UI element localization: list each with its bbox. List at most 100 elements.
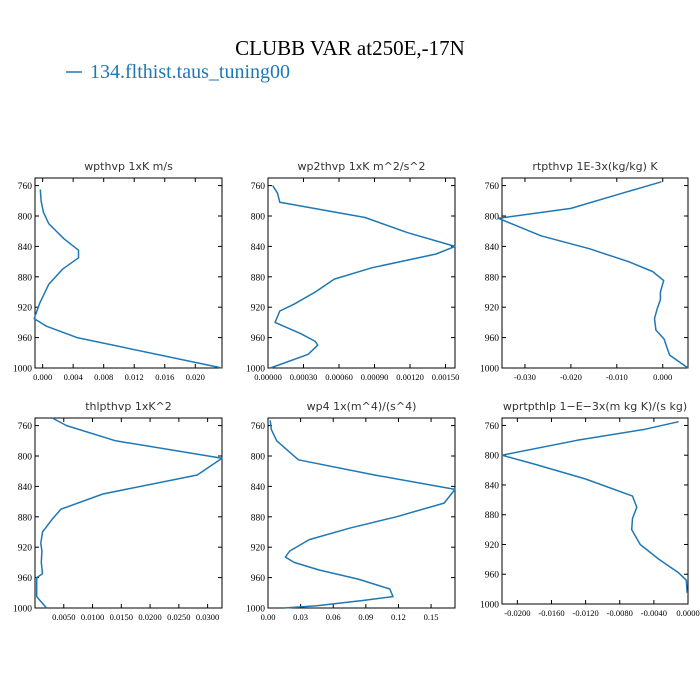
series-line: [33, 189, 223, 369]
y-tick-label: 840: [251, 483, 266, 493]
panel-4: thlpthvp 1xK^2 760 800 840 880 920 960 1000 0.00…: [13, 400, 223, 622]
x-tick-label: 0.00000: [254, 372, 282, 382]
x-tick-label: 0.00060: [325, 372, 353, 382]
y-tick-label: 1000: [13, 605, 32, 615]
y-tick-label: 760: [251, 422, 266, 432]
y-tick-label: 760: [18, 182, 33, 192]
panel-title: wpthvp 1xK m/s: [84, 160, 173, 173]
y-tick-label: 760: [251, 182, 266, 192]
x-tick-label: 0.0100: [81, 612, 104, 622]
y-tick-label: 800: [485, 213, 500, 223]
panel-2: wp2thvp 1xK m^2/s^2 760 800 840 880 920 960 100…: [246, 160, 459, 382]
figure-title: CLUBB VAR at250E,-17N: [235, 36, 465, 60]
y-tick-label: 800: [251, 453, 266, 463]
y-tick-label: 760: [485, 182, 500, 192]
x-tick-label: -0.0040: [641, 608, 667, 618]
x-tick-label: 0.016: [155, 372, 174, 382]
x-tick-label: -0.020: [560, 372, 582, 382]
y-tick-label: 800: [485, 452, 500, 462]
y-tick-label: 960: [485, 571, 500, 581]
x-tick-label: 0.020: [186, 372, 205, 382]
y-tick-label: 880: [251, 273, 266, 283]
x-tick-label: 0.00030: [290, 372, 318, 382]
x-tick-label: 0.0300: [196, 612, 219, 622]
x-tick-label: -0.0120: [573, 608, 599, 618]
y-tick-label: 800: [18, 453, 33, 463]
plot-frame: [34, 177, 223, 369]
x-tick-label: 0.000: [653, 372, 672, 382]
x-tick-label: 0.06: [326, 612, 341, 622]
plot-frame: [501, 177, 689, 369]
panel-5: wp4 1x(m^4)/(s^4)76080084088092096010000…: [246, 400, 456, 622]
panel-title: wp4 1x(m^4)/(s^4): [307, 400, 417, 413]
x-tick-label: 0.0000: [676, 608, 699, 618]
series-line: [501, 420, 688, 593]
x-tick-label: 0.00150: [432, 372, 460, 382]
x-tick-label: 0.0150: [110, 612, 133, 622]
y-tick-label: 840: [18, 243, 33, 253]
x-tick-label: 0.0250: [167, 612, 190, 622]
y-tick-label: 880: [485, 511, 500, 521]
panel-title: rtpthvp 1E-3x(kg/kg) K: [532, 160, 658, 173]
x-tick-label: -0.010: [606, 372, 628, 382]
y-tick-label: 960: [485, 334, 500, 344]
y-tick-label: 920: [485, 541, 500, 551]
x-tick-label: 0.03: [293, 612, 308, 622]
y-tick-label: 920: [485, 304, 500, 314]
x-tick-label: 0.0200: [138, 612, 161, 622]
y-tick-label: 920: [18, 304, 33, 314]
y-tick-label: 960: [18, 334, 33, 344]
x-tick-label: 0.00: [261, 612, 276, 622]
y-tick-label: 1000: [480, 365, 499, 375]
plot-frame: [267, 177, 456, 369]
y-tick-label: 800: [18, 213, 33, 223]
y-tick-label: 840: [485, 243, 500, 253]
y-tick-label: 840: [251, 243, 266, 253]
series-line: [270, 185, 456, 369]
x-tick-label: 0.0050: [52, 612, 75, 622]
y-tick-label: 960: [251, 334, 266, 344]
series-line: [497, 181, 689, 369]
x-tick-label: 0.00090: [361, 372, 389, 382]
y-tick-label: 840: [18, 483, 33, 493]
plot-frame: [34, 417, 223, 609]
x-tick-label: -0.0160: [538, 608, 564, 618]
y-tick-label: 1000: [13, 365, 32, 375]
x-tick-label: -0.0200: [504, 608, 530, 618]
x-tick-label: 0.008: [94, 372, 113, 382]
y-tick-label: 960: [18, 574, 33, 584]
y-tick-label: 960: [251, 574, 266, 584]
y-tick-label: 920: [251, 544, 266, 554]
y-tick-label: 1000: [246, 365, 265, 375]
x-tick-label: 0.00120: [396, 372, 424, 382]
panel-6: wprtpthlp 1−E−3x(m kg K)/(s kg)760 800 840…: [480, 400, 700, 618]
panel-1: wpthvp 1xK m/s76080084088092096010000.00…: [13, 160, 223, 382]
y-tick-label: 920: [18, 544, 33, 554]
x-tick-label: 0.09: [358, 612, 373, 622]
plot-frame: [501, 417, 689, 605]
y-tick-label: 920: [251, 304, 266, 314]
legend-label: 134.flthist.taus_tuning00: [90, 61, 290, 83]
x-tick-label: 0.004: [64, 372, 84, 382]
x-tick-label: -0.030: [514, 372, 536, 382]
y-tick-label: 880: [18, 273, 33, 283]
panel-title: thlpthvp 1xK^2: [85, 400, 172, 413]
y-tick-label: 840: [485, 481, 500, 491]
x-tick-label: 0.000: [33, 372, 52, 382]
x-tick-label: -0.0080: [607, 608, 633, 618]
y-tick-label: 800: [251, 213, 266, 223]
x-tick-label: 0.012: [125, 372, 144, 382]
x-tick-label: 0.12: [391, 612, 406, 622]
panels-group: wpthvp 1xK m/s76080084088092096010000.00…: [13, 160, 700, 622]
x-tick-label: 0.15: [424, 612, 439, 622]
panel-title: wprtpthlp 1−E−3x(m kg K)/(s kg): [503, 400, 687, 413]
series-line: [35, 417, 223, 609]
panel-3: rtpthvp 1E-3x(kg/kg) K 760 800 840 880 920 960…: [480, 160, 689, 382]
series-line: [269, 420, 456, 609]
y-tick-label: 1000: [246, 605, 265, 615]
y-tick-label: 1000: [480, 601, 499, 611]
y-tick-label: 880: [18, 513, 33, 523]
y-tick-label: 880: [485, 273, 500, 283]
y-tick-label: 760: [18, 422, 33, 432]
